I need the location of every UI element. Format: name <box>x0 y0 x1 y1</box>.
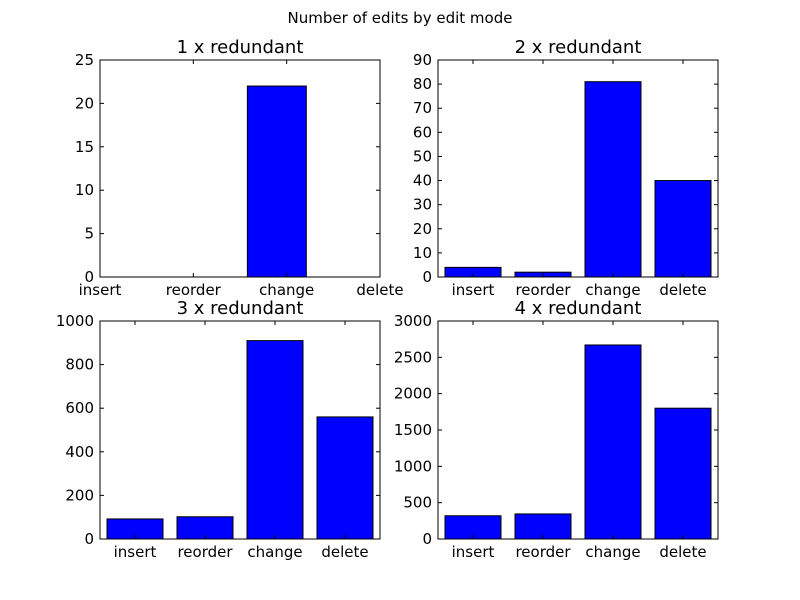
y-tick-label: 70 <box>413 99 432 117</box>
x-tick-label: reorder <box>515 543 571 561</box>
y-tick-label: 0 <box>422 530 432 548</box>
y-tick-label: 1000 <box>394 457 432 475</box>
chart-title: 1 x redundant <box>177 37 304 58</box>
y-tick-label: 10 <box>75 181 94 199</box>
y-tick-label: 40 <box>413 172 432 190</box>
y-tick-label: 50 <box>413 147 432 165</box>
y-tick-label: 80 <box>413 75 432 93</box>
y-tick-label: 400 <box>65 443 94 461</box>
y-tick-label: 30 <box>413 196 432 214</box>
y-tick-label: 0 <box>84 530 94 548</box>
y-tick-label: 90 <box>413 51 432 69</box>
x-tick-label: delete <box>659 543 706 561</box>
x-tick-label: insert <box>79 281 122 299</box>
x-tick-label: insert <box>452 281 495 299</box>
y-tick-label: 600 <box>65 399 94 417</box>
x-tick-label: change <box>247 543 302 561</box>
axes-frame <box>99 59 381 278</box>
bar-change <box>246 85 307 278</box>
x-tick-label: insert <box>114 543 157 561</box>
x-tick-label: insert <box>452 543 495 561</box>
y-tick-label: 2500 <box>394 348 432 366</box>
x-tick-label: reorder <box>166 281 222 299</box>
bar-delete <box>654 180 712 278</box>
y-tick-label: 10 <box>413 244 432 262</box>
bar-reorder <box>514 513 572 540</box>
bar-delete <box>316 416 374 540</box>
y-tick-label: 200 <box>65 486 94 504</box>
y-tick-label: 20 <box>75 94 94 112</box>
y-tick-label: 3000 <box>394 312 432 330</box>
y-tick-label: 2000 <box>394 385 432 403</box>
bar-change <box>584 81 642 278</box>
axes-frame <box>99 320 381 540</box>
y-tick-label: 1500 <box>394 421 432 439</box>
figure-suptitle: Number of edits by edit mode <box>288 9 513 27</box>
bar-change <box>246 340 304 540</box>
chart-2x-redundant: 2 x redundant insert reorder change delete 0 1… <box>413 37 719 299</box>
chart-title: 3 x redundant <box>177 298 304 319</box>
axes-frame <box>437 320 719 540</box>
chart-title: 2 x redundant <box>515 37 642 58</box>
y-tick-label: 25 <box>75 51 94 69</box>
bar-delete <box>654 407 712 540</box>
x-tick-label: delete <box>356 281 403 299</box>
y-tick-label: 60 <box>413 123 432 141</box>
x-tick-label: change <box>585 281 640 299</box>
y-tick-label: 1000 <box>56 312 94 330</box>
chart-title: 4 x redundant <box>515 298 642 319</box>
y-tick-label: 5 <box>84 225 94 243</box>
chart-1x-redundant: 1 x redundant insert reorder change delete 0 5… <box>75 37 404 299</box>
chart-3x-redundant: 3 x redundant insert reorder change delete 0 2… <box>56 298 381 561</box>
bar-change <box>584 344 642 540</box>
y-tick-label: 15 <box>75 138 94 156</box>
y-tick-label: 0 <box>422 268 432 286</box>
x-tick-label: reorder <box>177 543 233 561</box>
y-tick-label: 500 <box>403 494 432 512</box>
x-tick-label: delete <box>321 543 368 561</box>
y-tick-label: 800 <box>65 356 94 374</box>
chart-4x-redundant: 4 x redundant insert reorder change delete 0 5… <box>394 298 719 561</box>
x-tick-label: reorder <box>515 281 571 299</box>
y-tick-label: 20 <box>413 220 432 238</box>
x-tick-label: change <box>585 543 640 561</box>
y-tick-label: 0 <box>84 268 94 286</box>
x-tick-label: change <box>259 281 314 299</box>
x-tick-label: delete <box>659 281 706 299</box>
axes-frame <box>437 59 719 278</box>
